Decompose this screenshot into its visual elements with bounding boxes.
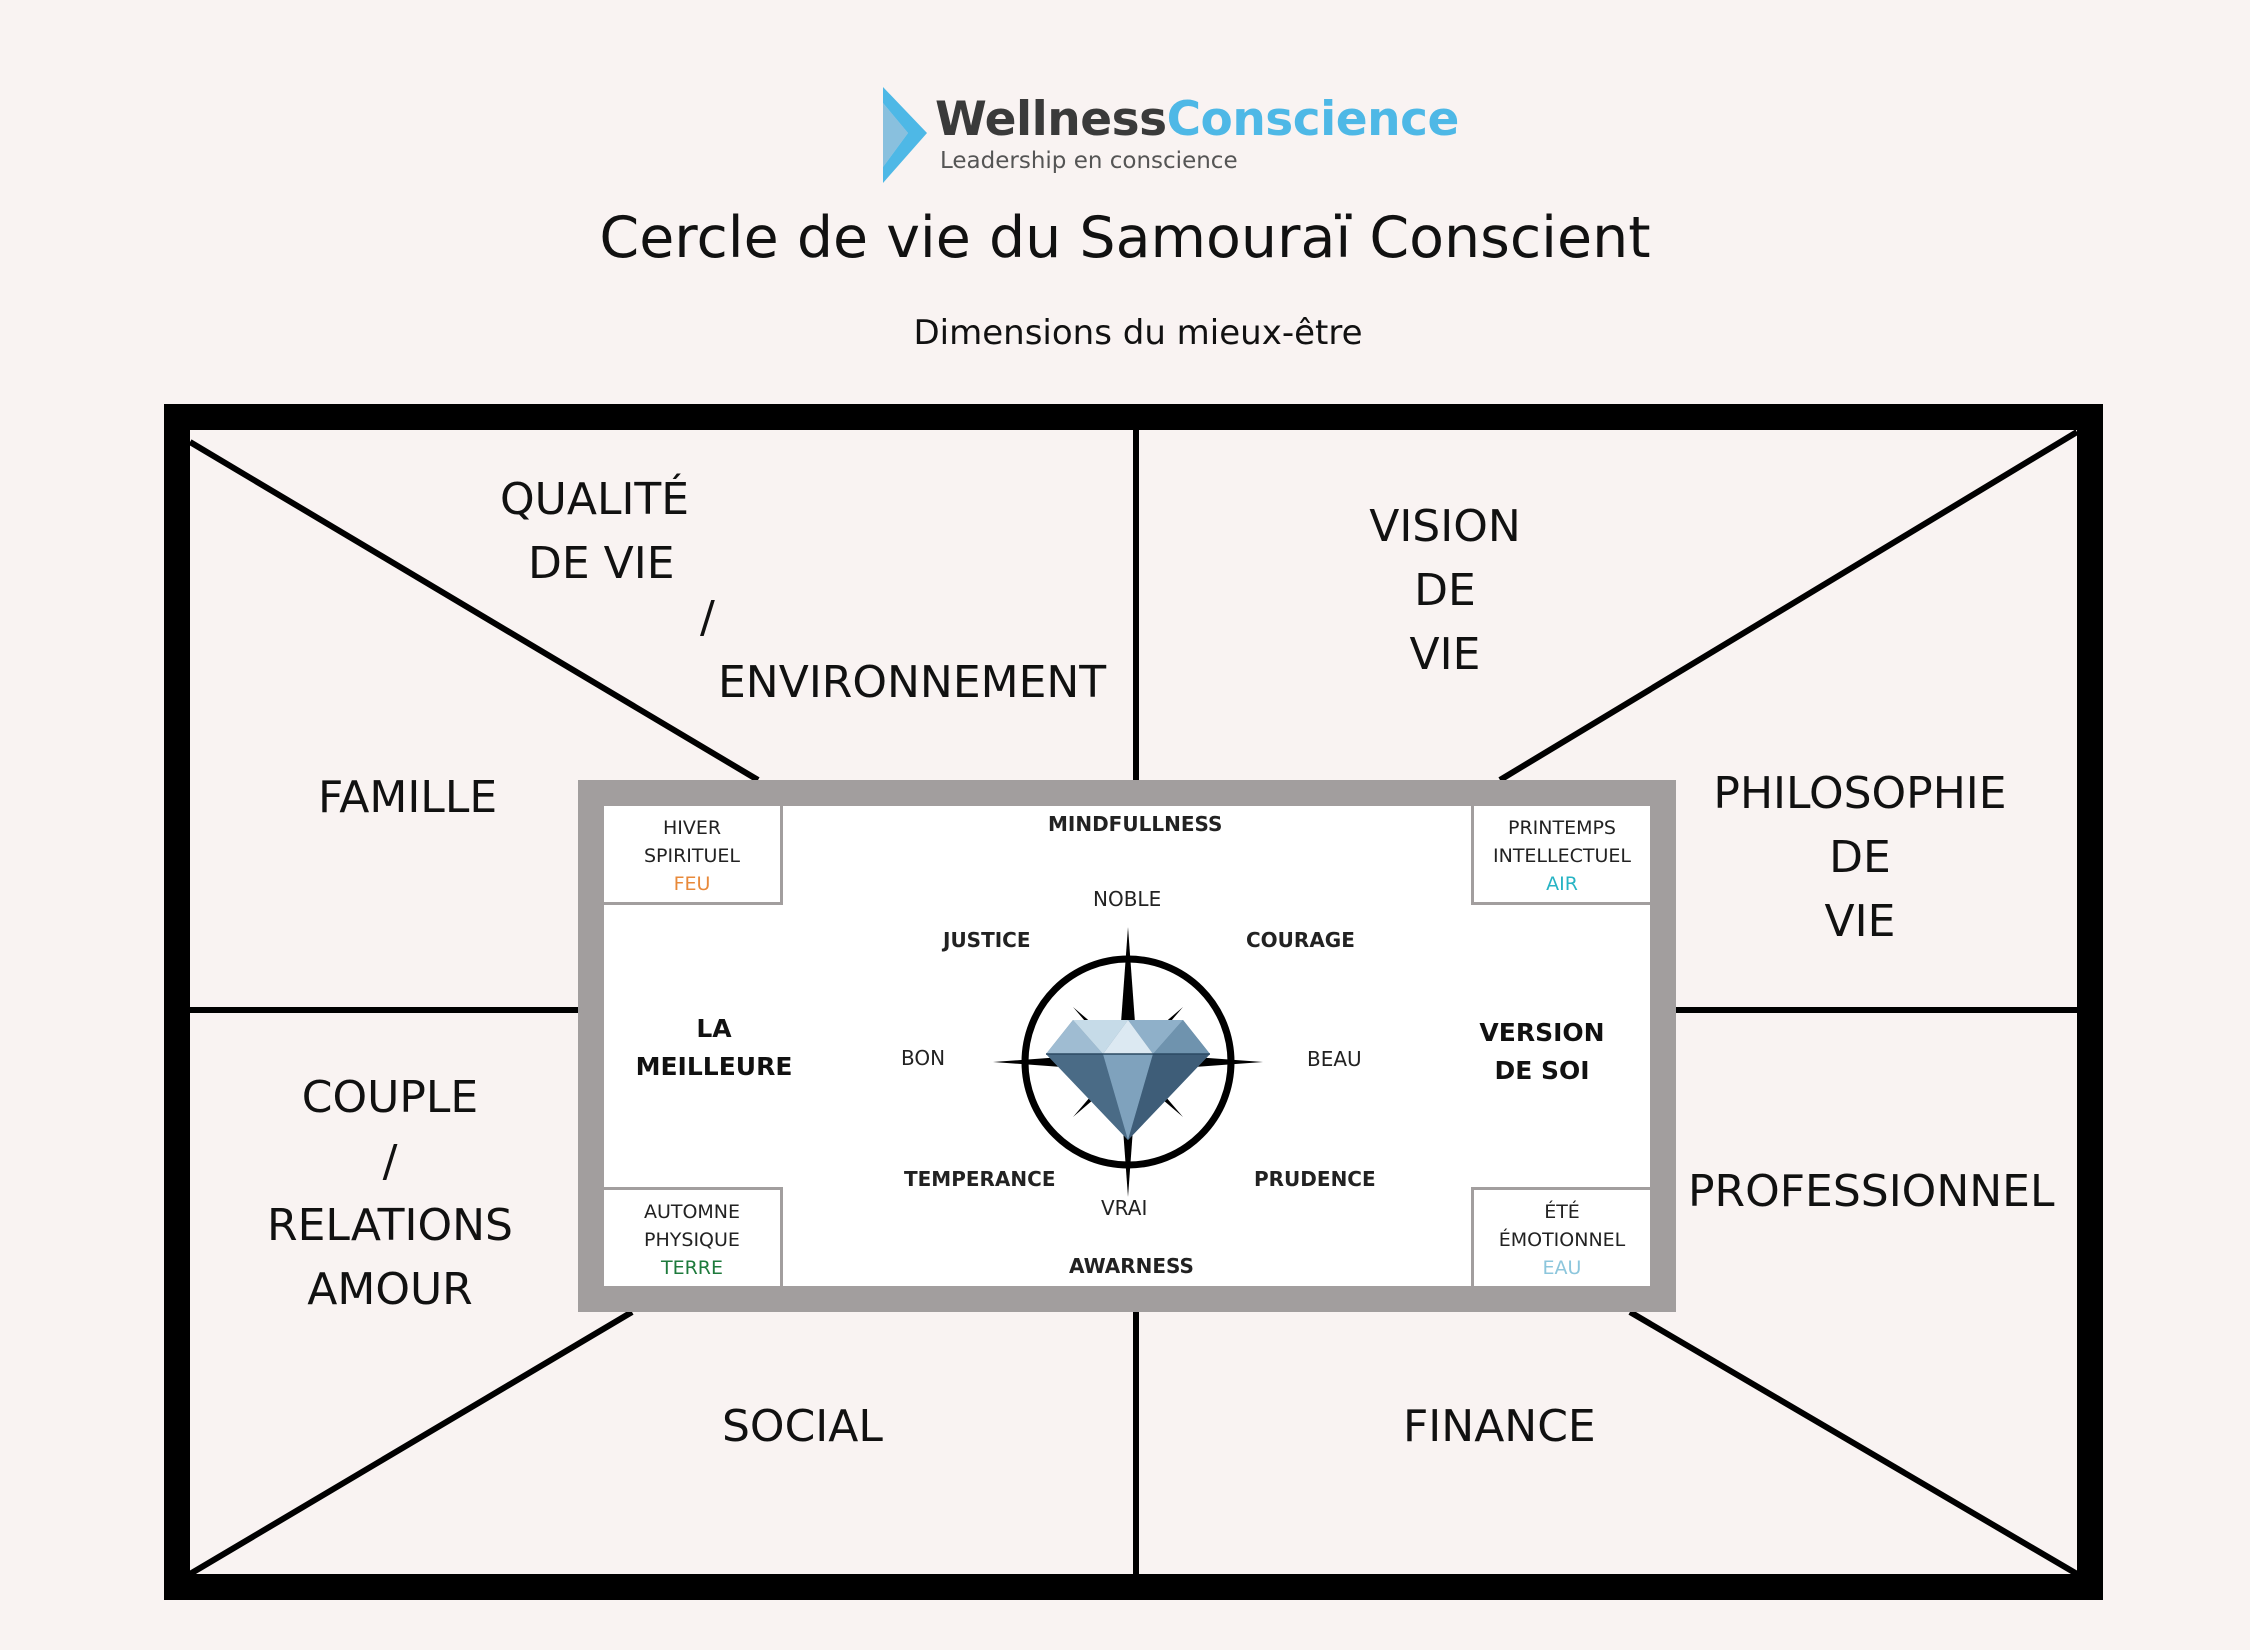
sector-couple-line3: RELATIONS [267,1200,513,1251]
compass-noble: NOBLE [1093,887,1162,911]
compass-rose-icon [993,927,1263,1197]
compass-vrai: VRAI [1101,1196,1148,1220]
corner-printemps-element: AIR [1546,873,1578,895]
sector-philosophie-line2: DE [1829,832,1891,883]
compass-temperance: TEMPERANCE [904,1167,1056,1191]
compass-beau: BEAU [1307,1047,1362,1071]
corner-hiver-line1: HIVER [662,817,722,839]
sector-qualite-line4: ENVIRONNEMENT [718,657,1107,708]
label-la-meilleure-line2: MEILLEURE [635,1052,793,1081]
sector-vision-line2: DE [1414,565,1476,616]
sector-qualite-line1: QUALITÉ [500,474,690,525]
brand-name-part2: Conscience [1166,92,1460,147]
sector-couple-line1: COUPLE [301,1072,479,1123]
sector-famille: FAMILLE [318,772,498,823]
page-subtitle: Dimensions du mieux-être [913,313,1363,353]
label-la-meilleure-line1: LA [696,1014,732,1043]
corner-hiver-spirituel: HIVER SPIRITUEL FEU [601,803,783,905]
compass-justice: JUSTICE [943,928,1031,952]
sector-professionnel: PROFESSIONNEL [1688,1166,2055,1217]
brand-name: WellnessConscience [935,92,1459,147]
sector-philosophie-de-vie: PHILOSOPHIE DE VIE [1690,762,2030,954]
sector-couple-line2: / [382,1136,398,1187]
corner-automne-element: TERRE [660,1257,724,1279]
sector-social: SOCIAL [722,1401,883,1452]
brand-tagline: Leadership en conscience [940,148,1238,174]
sector-finance: FINANCE [1403,1401,1596,1452]
corner-ete-emotionnel: ÉTÉ ÉMOTIONNEL EAU [1471,1187,1653,1289]
page-title: Cercle de vie du Samouraï Conscient [599,205,1651,271]
label-mindfullness: MINDFULLNESS [1048,812,1223,836]
corner-automne-physique: AUTOMNE PHYSIQUE TERRE [601,1187,783,1289]
corner-hiver-element: FEU [673,873,711,895]
sector-philosophie-line1: PHILOSOPHIE [1713,768,2007,819]
diamond-icon [1046,1020,1210,1140]
corner-printemps-intellectuel: PRINTEMPS INTELLECTUEL AIR [1471,803,1653,905]
corner-ete-element: EAU [1542,1257,1582,1279]
logo-chevron-icon [883,87,927,183]
sector-couple-line4: AMOUR [307,1264,473,1315]
sector-philosophie-line3: VIE [1824,896,1896,947]
corner-hiver-line2: SPIRITUEL [643,845,741,867]
corner-ete-line1: ÉTÉ [1544,1201,1580,1223]
sector-vision-line3: VIE [1409,629,1481,680]
label-awarness: AWARNESS [1069,1254,1194,1278]
label-version-de-soi: VERSION DE SOI [1462,1014,1622,1090]
sector-vision-line1: VISION [1369,501,1521,552]
sector-vision-de-vie: VISION DE VIE [1330,495,1560,687]
compass-bon: BON [901,1046,946,1070]
label-la-meilleure: LA MEILLEURE [634,1010,794,1086]
corner-ete-line2: ÉMOTIONNEL [1498,1229,1626,1251]
center-panel: HIVER SPIRITUEL FEU PRINTEMPS INTELLECTU… [578,780,1676,1312]
corner-printemps-line1: PRINTEMPS [1508,817,1616,839]
sector-couple-relations: COUPLE / RELATIONS AMOUR [245,1066,535,1322]
label-version-line1: VERSION [1479,1018,1605,1047]
sector-qualite-line3: / [700,592,715,643]
sector-qualite-line2: DE VIE [528,538,675,589]
compass-courage: COURAGE [1246,928,1355,952]
brand-name-part1: Wellness [935,92,1167,147]
corner-printemps-line2: INTELLECTUEL [1493,845,1631,867]
corner-automne-line1: AUTOMNE [643,1201,741,1223]
corner-automne-line2: PHYSIQUE [644,1229,740,1251]
label-version-line2: DE SOI [1494,1056,1590,1085]
compass-prudence: PRUDENCE [1254,1167,1376,1191]
